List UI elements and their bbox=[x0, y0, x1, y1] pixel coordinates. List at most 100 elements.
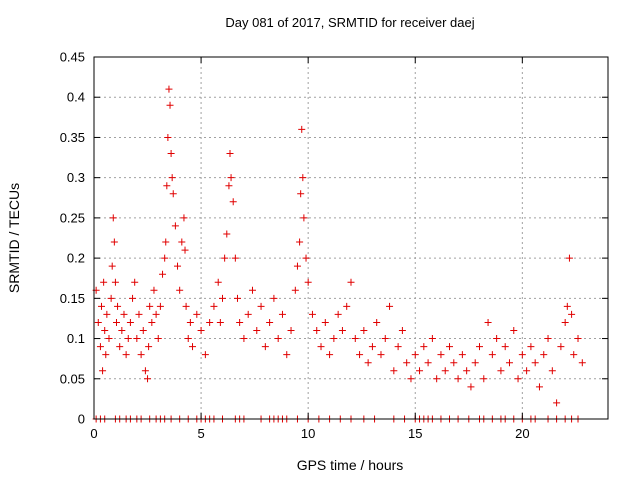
data-point bbox=[356, 351, 364, 359]
data-point bbox=[216, 318, 224, 326]
data-point bbox=[225, 182, 233, 190]
data-point bbox=[159, 270, 167, 278]
data-point bbox=[168, 174, 176, 182]
y-axis-label: SRMTID / TECUs bbox=[6, 183, 22, 293]
data-point bbox=[101, 327, 109, 335]
data-point bbox=[386, 302, 394, 310]
data-point bbox=[553, 399, 561, 407]
x-tick-label: 15 bbox=[408, 426, 422, 441]
data-point bbox=[197, 327, 205, 335]
data-point bbox=[182, 302, 190, 310]
data-point bbox=[274, 335, 282, 343]
data-point bbox=[441, 367, 449, 375]
data-point bbox=[535, 383, 543, 391]
data-point bbox=[97, 302, 105, 310]
data-point bbox=[368, 343, 376, 351]
data-point bbox=[210, 302, 218, 310]
data-point bbox=[221, 254, 229, 262]
data-point bbox=[162, 238, 170, 246]
data-point bbox=[463, 367, 471, 375]
data-point bbox=[186, 318, 194, 326]
data-point bbox=[321, 318, 329, 326]
data-point bbox=[450, 359, 458, 367]
data-point bbox=[338, 327, 346, 335]
data-point bbox=[114, 302, 122, 310]
axis-ticks: 0 5 10 15 20 0 0.05 0.1 0.15 0.2 0.25 0.3 0.35 0.4 0.4… bbox=[60, 50, 608, 441]
data-point bbox=[334, 310, 342, 318]
data-point bbox=[563, 302, 571, 310]
data-point bbox=[578, 359, 586, 367]
data-point bbox=[137, 351, 145, 359]
data-point bbox=[236, 318, 244, 326]
data-point bbox=[233, 294, 241, 302]
data-point bbox=[167, 150, 175, 158]
data-point bbox=[287, 327, 295, 335]
data-point bbox=[293, 262, 301, 270]
data-point bbox=[107, 294, 115, 302]
data-point bbox=[154, 335, 162, 343]
x-tick-label: 10 bbox=[301, 426, 315, 441]
data-point bbox=[574, 335, 582, 343]
y-tick-label: 0.4 bbox=[67, 90, 85, 105]
data-point bbox=[544, 335, 552, 343]
data-point bbox=[476, 343, 483, 351]
data-point bbox=[300, 214, 308, 222]
data-point bbox=[240, 335, 248, 343]
data-point bbox=[291, 286, 299, 294]
data-point bbox=[244, 310, 252, 318]
data-point bbox=[298, 125, 306, 133]
data-point bbox=[428, 335, 436, 343]
data-point bbox=[531, 359, 539, 367]
data-point bbox=[514, 375, 522, 383]
x-tick-label: 0 bbox=[90, 426, 97, 441]
data-point bbox=[184, 335, 192, 343]
data-point bbox=[308, 310, 316, 318]
data-point bbox=[105, 335, 113, 343]
data-point bbox=[304, 278, 312, 286]
data-point bbox=[206, 318, 214, 326]
data-point bbox=[109, 214, 117, 222]
data-point bbox=[126, 318, 134, 326]
data-point bbox=[102, 351, 110, 359]
data-point bbox=[261, 343, 269, 351]
data-point bbox=[488, 351, 496, 359]
data-point bbox=[326, 351, 334, 359]
data-point bbox=[302, 254, 310, 262]
x-axis-label: GPS time / hours bbox=[297, 457, 404, 473]
data-point bbox=[561, 318, 569, 326]
data-point bbox=[527, 343, 535, 351]
data-point bbox=[145, 343, 153, 351]
data-point bbox=[518, 351, 526, 359]
data-point bbox=[253, 327, 261, 335]
data-point bbox=[193, 310, 201, 318]
y-tick-label: 0.3 bbox=[67, 170, 85, 185]
y-tick-label: 0 bbox=[78, 412, 85, 427]
data-point bbox=[146, 302, 154, 310]
data-point bbox=[424, 359, 432, 367]
data-point bbox=[510, 327, 518, 335]
x-tick-label: 20 bbox=[515, 426, 529, 441]
y-tick-label: 0.2 bbox=[67, 251, 85, 266]
data-point bbox=[484, 318, 492, 326]
data-point bbox=[118, 327, 126, 335]
data-point bbox=[100, 278, 108, 286]
data-point bbox=[112, 318, 120, 326]
data-point bbox=[458, 351, 466, 359]
y-tick-label: 0.1 bbox=[67, 331, 85, 346]
x-tick-label: 5 bbox=[197, 426, 204, 441]
data-point bbox=[270, 294, 278, 302]
data-point bbox=[568, 310, 576, 318]
data-point bbox=[351, 335, 359, 343]
data-point bbox=[180, 214, 188, 222]
data-point bbox=[446, 343, 454, 351]
data-point bbox=[480, 375, 488, 383]
data-points bbox=[92, 85, 586, 423]
data-point bbox=[501, 343, 509, 351]
data-point bbox=[570, 351, 578, 359]
data-point bbox=[164, 133, 172, 141]
data-point bbox=[330, 335, 338, 343]
data-point bbox=[297, 190, 305, 198]
data-point bbox=[223, 230, 231, 238]
data-point bbox=[103, 310, 111, 318]
